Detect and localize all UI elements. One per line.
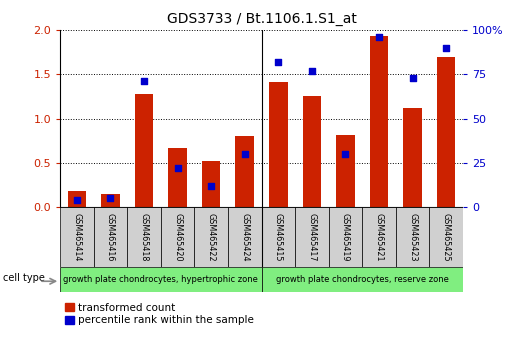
Bar bbox=[60, 207, 94, 267]
Text: GSM465423: GSM465423 bbox=[408, 213, 417, 262]
Text: GSM465424: GSM465424 bbox=[240, 213, 249, 262]
Legend: transformed count, percentile rank within the sample: transformed count, percentile rank withi… bbox=[65, 303, 254, 325]
Bar bbox=[328, 207, 362, 267]
Bar bbox=[235, 136, 254, 207]
Text: GSM465425: GSM465425 bbox=[441, 213, 451, 262]
Bar bbox=[403, 108, 422, 207]
Text: GSM465414: GSM465414 bbox=[72, 213, 82, 261]
Bar bbox=[161, 207, 195, 267]
Text: GSM465416: GSM465416 bbox=[106, 213, 115, 261]
Title: GDS3733 / Bt.1106.1.S1_at: GDS3733 / Bt.1106.1.S1_at bbox=[166, 12, 357, 26]
Text: GSM465418: GSM465418 bbox=[140, 213, 149, 261]
Bar bbox=[94, 207, 127, 267]
Text: GSM465415: GSM465415 bbox=[274, 213, 283, 262]
Point bbox=[375, 34, 383, 40]
Bar bbox=[168, 148, 187, 207]
Bar bbox=[262, 267, 463, 292]
Bar bbox=[429, 207, 463, 267]
Bar bbox=[362, 207, 396, 267]
Point bbox=[73, 197, 81, 203]
Text: cell type: cell type bbox=[3, 273, 45, 283]
Bar bbox=[396, 207, 429, 267]
Point bbox=[106, 195, 115, 201]
Point bbox=[207, 183, 215, 189]
Text: GSM465417: GSM465417 bbox=[308, 213, 316, 262]
Point bbox=[241, 151, 249, 157]
Bar bbox=[262, 207, 295, 267]
Point bbox=[308, 68, 316, 74]
Bar bbox=[60, 267, 262, 292]
Text: GSM465419: GSM465419 bbox=[341, 213, 350, 262]
Text: growth plate chondrocytes, reserve zone: growth plate chondrocytes, reserve zone bbox=[276, 275, 449, 284]
Bar bbox=[202, 161, 220, 207]
Bar bbox=[135, 94, 153, 207]
Bar bbox=[336, 135, 355, 207]
Bar bbox=[195, 207, 228, 267]
Point bbox=[341, 151, 349, 157]
Point bbox=[442, 45, 450, 51]
Bar bbox=[101, 194, 120, 207]
Point bbox=[140, 79, 148, 84]
Point bbox=[408, 75, 417, 81]
Text: growth plate chondrocytes, hypertrophic zone: growth plate chondrocytes, hypertrophic … bbox=[63, 275, 258, 284]
Bar bbox=[127, 207, 161, 267]
Bar bbox=[269, 82, 288, 207]
Bar bbox=[437, 57, 456, 207]
Bar bbox=[67, 191, 86, 207]
Text: GSM465421: GSM465421 bbox=[374, 213, 383, 262]
Bar bbox=[295, 207, 328, 267]
Bar bbox=[228, 207, 262, 267]
Point bbox=[274, 59, 282, 65]
Text: GSM465420: GSM465420 bbox=[173, 213, 182, 262]
Bar bbox=[303, 96, 321, 207]
Point bbox=[174, 165, 182, 171]
Text: GSM465422: GSM465422 bbox=[207, 213, 215, 262]
Bar bbox=[370, 36, 388, 207]
